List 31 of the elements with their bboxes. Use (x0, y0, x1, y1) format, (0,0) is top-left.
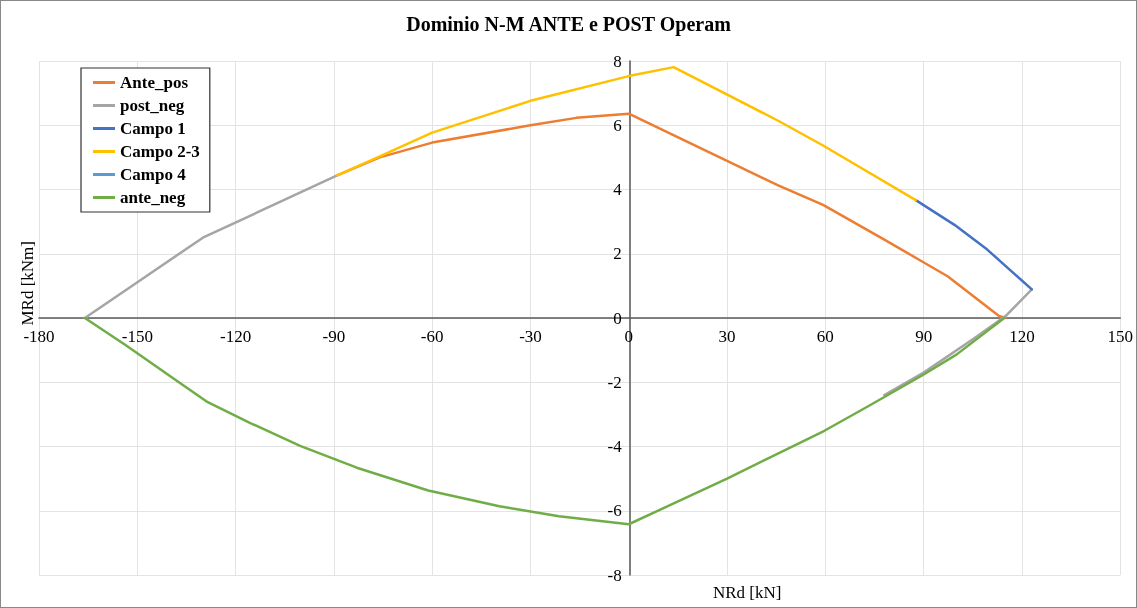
y-tick-label: 4 (613, 180, 623, 199)
y-tick-label: -8 (607, 565, 622, 585)
chart-title: Dominio N-M ANTE e POST Operam (406, 13, 732, 36)
x-tick-label: -90 (322, 327, 346, 346)
line-series (335, 65, 918, 202)
y-axis-title: MRd [kNm] (18, 241, 37, 326)
legend-label: Campo 4 (120, 165, 187, 184)
y-tick-label: 0 (613, 308, 622, 328)
x-tick-label: -30 (519, 327, 542, 346)
x-tick-label: -150 (121, 327, 153, 346)
x-tick-label: 120 (1009, 327, 1035, 346)
legend-label: ante_neg (120, 188, 186, 207)
y-tick-label: 6 (613, 115, 622, 135)
legend-label: Campo 1 (120, 119, 186, 138)
legend-label: Ante_pos (120, 73, 189, 92)
x-tick-label: -180 (23, 327, 55, 346)
y-tick-label: 8 (613, 51, 622, 71)
x-tick-label: 60 (816, 327, 834, 346)
x-tick-label: 150 (1107, 327, 1133, 346)
x-tick-label: -120 (220, 327, 252, 346)
y-tick-label: -4 (607, 437, 623, 456)
y-tick-label: -2 (607, 372, 622, 392)
x-tick-label: 90 (915, 327, 933, 346)
legend-label: Campo 2-3 (120, 142, 200, 161)
legend-label: post_neg (120, 96, 185, 115)
y-tick-label: 2 (613, 244, 622, 264)
x-tick-label: 30 (718, 327, 736, 346)
line-series (914, 198, 1034, 291)
x-tick-label: -60 (420, 327, 444, 346)
x-axis-title: NRd [kN] (713, 583, 782, 602)
y-tick-label: -6 (607, 501, 622, 521)
